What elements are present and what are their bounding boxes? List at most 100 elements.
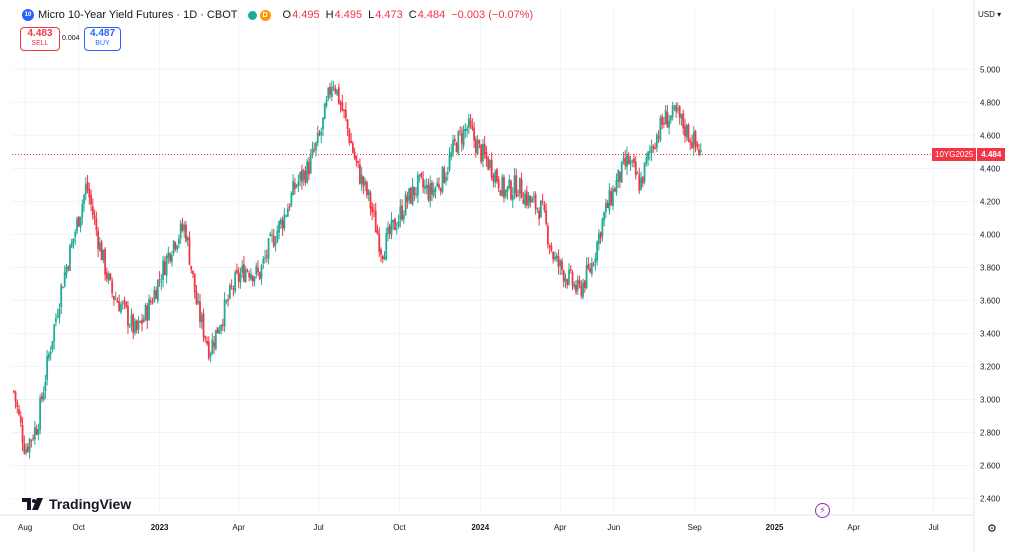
candle-body xyxy=(121,302,124,305)
candle-body xyxy=(687,124,690,142)
tradingview-logo[interactable]: TradingView xyxy=(22,496,131,512)
buy-label: BUY xyxy=(95,40,110,47)
candle-body xyxy=(503,177,505,198)
candle-body xyxy=(346,119,349,129)
candle-body xyxy=(555,255,558,259)
candle-body xyxy=(434,187,437,192)
candle-body xyxy=(576,279,579,291)
candle-body xyxy=(612,188,614,206)
candle-body xyxy=(72,238,75,243)
candle-body xyxy=(380,249,382,255)
candle-body xyxy=(604,202,607,212)
candle-body xyxy=(232,288,235,290)
candle-body xyxy=(70,242,73,248)
candle-body xyxy=(664,109,667,124)
candle-body xyxy=(481,144,484,162)
candle-body xyxy=(225,300,228,302)
candle-body xyxy=(564,277,567,282)
candle-body xyxy=(309,154,312,174)
candle-body xyxy=(364,180,367,185)
candle-body xyxy=(105,272,108,279)
candle-body xyxy=(47,353,50,359)
candle-body xyxy=(279,219,282,224)
y-tick-label: 3.000 xyxy=(980,395,1001,404)
candle-body xyxy=(691,142,693,149)
candle-body xyxy=(127,305,129,326)
candle-body xyxy=(74,231,77,238)
candle-body xyxy=(142,318,145,323)
candle-body xyxy=(685,124,688,138)
candle-body xyxy=(104,248,107,275)
candle-body xyxy=(260,265,263,279)
candle-body xyxy=(443,168,446,184)
candle-body xyxy=(453,138,456,142)
candle-body xyxy=(496,169,498,182)
candle-body xyxy=(643,162,646,182)
interval-badge[interactable]: D xyxy=(259,9,271,21)
candle-body xyxy=(634,161,637,176)
candle-body xyxy=(283,214,286,229)
candle-body xyxy=(123,299,126,302)
y-tick-label: 3.800 xyxy=(980,263,1001,272)
open-label: O xyxy=(282,9,292,21)
candle-body xyxy=(429,183,432,202)
candle-body xyxy=(322,117,324,130)
candle-body xyxy=(271,234,273,236)
candle-body xyxy=(179,222,182,238)
candle-body xyxy=(489,160,491,169)
candle-body xyxy=(253,276,256,282)
candle-body xyxy=(25,449,27,454)
candle-body xyxy=(425,184,428,188)
gear-icon[interactable]: ⚙ xyxy=(987,523,997,535)
candle-body xyxy=(455,143,458,153)
candle-body xyxy=(671,105,674,117)
candle-body xyxy=(195,291,198,305)
candle-body xyxy=(603,212,606,221)
candle-body xyxy=(534,194,537,209)
candle-body xyxy=(692,132,695,148)
currency-selector[interactable]: USD ▾ xyxy=(978,10,1001,19)
market-status-icon[interactable] xyxy=(247,10,257,20)
candle-body xyxy=(431,182,433,195)
candle-body xyxy=(202,313,205,337)
candle-body xyxy=(550,245,553,251)
sell-button[interactable]: 4.483 SELL xyxy=(20,27,60,51)
candle-body xyxy=(40,396,43,400)
candle-body xyxy=(149,300,152,303)
candle-body xyxy=(135,320,138,331)
last-price-symbol: 10YG2025 xyxy=(932,147,977,161)
candle-body xyxy=(186,237,189,241)
chevron-down-icon: ▾ xyxy=(997,10,1002,19)
symbol-icon[interactable]: 10 xyxy=(22,9,34,21)
candle-body xyxy=(457,131,460,155)
candle-body xyxy=(308,162,310,175)
tradingview-brand: TradingView xyxy=(49,496,132,512)
candle-body xyxy=(241,265,244,273)
x-tick-label: Jul xyxy=(928,523,938,532)
candle-body xyxy=(376,230,379,235)
candle-body xyxy=(351,143,354,153)
candle-body xyxy=(464,128,467,131)
candle-body xyxy=(330,86,333,98)
candle-body xyxy=(480,144,483,162)
candle-body xyxy=(388,225,391,235)
buy-button[interactable]: 4.487 BUY xyxy=(84,27,121,51)
symbol-title[interactable]: Micro 10-Year Yield Futures · 1D · CBOT xyxy=(38,9,238,21)
candle-body xyxy=(23,443,26,454)
candle-body xyxy=(494,171,497,183)
candle-body xyxy=(227,299,230,301)
lightning-icon[interactable]: ⚡ xyxy=(815,503,830,518)
candle-body xyxy=(640,178,642,190)
candle-body xyxy=(197,300,200,303)
candle-body xyxy=(248,272,251,278)
candle-body xyxy=(278,221,280,233)
candle-body xyxy=(102,249,105,261)
candle-body xyxy=(381,255,384,260)
candle-body xyxy=(288,206,291,208)
candle-body xyxy=(236,269,238,273)
candle-body xyxy=(160,280,163,283)
candle-body xyxy=(569,269,572,271)
candle-body xyxy=(499,190,502,196)
candle-body xyxy=(626,154,628,168)
